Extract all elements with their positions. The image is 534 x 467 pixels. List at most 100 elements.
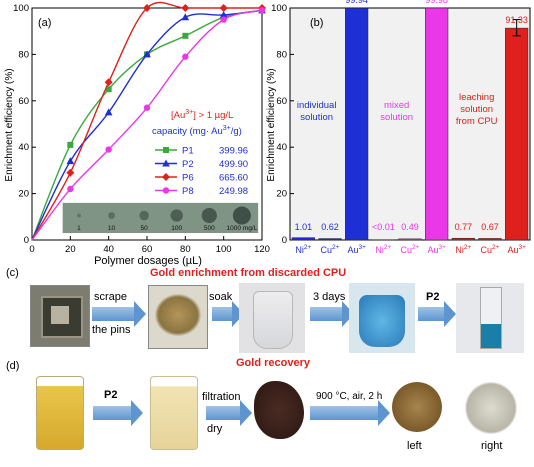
data-point — [182, 32, 189, 39]
bar — [478, 238, 502, 241]
y-tick-label-a: 60 — [18, 96, 29, 107]
panel-label-c: (c) — [6, 267, 19, 279]
inset-dot — [108, 212, 115, 219]
data-point — [162, 187, 170, 194]
ion-charge: 2+ — [304, 244, 312, 251]
bar-value-label: 99.98 — [425, 0, 448, 5]
arrow-d2-label-bottom: dry — [207, 423, 223, 435]
y-tick-label-b: 0 — [282, 235, 287, 246]
arrow-d1-label: P2 — [104, 389, 118, 401]
inset-label: 50 — [141, 225, 149, 232]
legend-capacity: 249.98 — [219, 186, 248, 197]
x-tick-label-a: 120 — [254, 244, 270, 255]
data-point — [163, 147, 169, 153]
legend-capacity: 665.60 — [219, 173, 248, 184]
arrow-c2 — [212, 301, 244, 327]
caption-left: left — [407, 440, 422, 452]
x-tick-label-b: Au3+ — [507, 244, 526, 255]
data-point — [105, 86, 112, 93]
ion-symbol: Ni — [295, 245, 304, 255]
y-tick-label-a: 0 — [24, 235, 29, 246]
y-tick-label-b: 60 — [276, 96, 287, 107]
data-point — [219, 10, 228, 18]
inset-label: 1 — [77, 225, 81, 232]
x-tick-label-a: 0 — [29, 244, 34, 255]
y-tick-label-b: 40 — [276, 142, 287, 153]
data-point — [104, 78, 113, 87]
arrow-c3 — [310, 301, 354, 327]
bar — [425, 7, 449, 241]
arrow-c1-label-top: scrape — [94, 291, 128, 303]
x-tick-label-a: 80 — [180, 244, 191, 255]
ion-charge: 2+ — [464, 244, 472, 251]
x-axis-label-a: Polymer dosages (µL) — [94, 255, 202, 267]
x-tick-label-b: Ni2+ — [375, 244, 391, 255]
panel-label-d: (d) — [6, 360, 20, 372]
bar-value-label: 0.67 — [481, 222, 499, 232]
group-label: mixed — [384, 100, 409, 111]
bar — [505, 27, 529, 241]
x-tick-label-a: 60 — [142, 244, 153, 255]
caption-right: right — [481, 440, 503, 452]
data-point — [105, 146, 112, 153]
inset-label: 100 — [171, 225, 182, 232]
legend-label: P6 — [182, 173, 194, 184]
arrow-c4 — [418, 301, 456, 327]
dried-solid-photo — [252, 375, 306, 443]
ion-charge: 2+ — [412, 244, 420, 251]
y-tick-label-a: 20 — [18, 189, 29, 200]
group-label: solution — [460, 104, 493, 115]
soak-flask-photo — [239, 283, 305, 353]
group-label: individual — [297, 100, 337, 111]
legend-label: P8 — [182, 186, 194, 197]
bar — [345, 7, 369, 241]
x-tick-label-a: 40 — [103, 244, 114, 255]
ion-symbol: Cu — [321, 245, 333, 255]
inset-dot — [232, 206, 251, 225]
bar — [318, 238, 342, 241]
ion-charge: 2+ — [332, 244, 340, 251]
data-point — [181, 13, 190, 21]
cpu-photo — [30, 285, 90, 347]
blue-flask-photo — [349, 283, 415, 353]
ion-symbol: Au — [507, 245, 518, 255]
ion-symbol: Au — [427, 245, 438, 255]
precipitate-vial-photo — [144, 372, 202, 452]
y-tick-label-b: 100 — [271, 3, 287, 14]
panel-d-title: Gold recovery — [236, 357, 310, 369]
y-tick-label-b: 20 — [276, 189, 287, 200]
y-tick-label-a: 40 — [18, 142, 29, 153]
arrow-c3-label: 3 days — [313, 291, 346, 303]
arrow-c1-label-bottom: the pins — [92, 324, 131, 336]
arrow-d2-label-top: filtration — [202, 391, 241, 403]
gold-product-left-photo — [390, 378, 444, 436]
bar-value-label: 0.77 — [455, 222, 473, 232]
arrow-c2-label: soak — [209, 291, 233, 303]
chart-a: 1 10 50 100 500 1000 mg/L 0 20 40 60 80 100 120 0 20 4… — [4, 1, 270, 267]
gold-solution-photo — [30, 372, 88, 452]
inset-label: 10 — [108, 225, 116, 232]
inset-label: 500 — [204, 225, 215, 232]
y-axis-label-a: Enrichment efficiency (%) — [4, 68, 15, 181]
group-label: solution — [380, 112, 413, 123]
legend-capacity: 399.96 — [219, 146, 248, 157]
legend-label: P1 — [182, 146, 194, 157]
concentration-annotation: [Au3+] > 1 µg/L — [171, 109, 233, 121]
inset-photo-strip: 1 10 50 100 500 1000 mg/L — [62, 202, 259, 234]
inset-dot — [139, 210, 149, 221]
x-tick-label-b: Au3+ — [427, 244, 446, 255]
ion-charge: 3+ — [358, 244, 366, 251]
x-tick-label-a: 100 — [216, 244, 232, 255]
bar-value-label: 0.49 — [401, 222, 419, 232]
data-point — [162, 173, 170, 181]
inset-dot — [201, 207, 217, 224]
arrow-d1 — [93, 400, 143, 426]
legend-capacity: 499.90 — [219, 159, 248, 170]
data-point — [162, 159, 170, 167]
data-point — [182, 53, 189, 60]
x-tick-label-b: Cu2+ — [321, 244, 340, 255]
data-point — [181, 4, 190, 12]
ion-symbol: Ni — [455, 245, 464, 255]
bar — [398, 238, 422, 241]
